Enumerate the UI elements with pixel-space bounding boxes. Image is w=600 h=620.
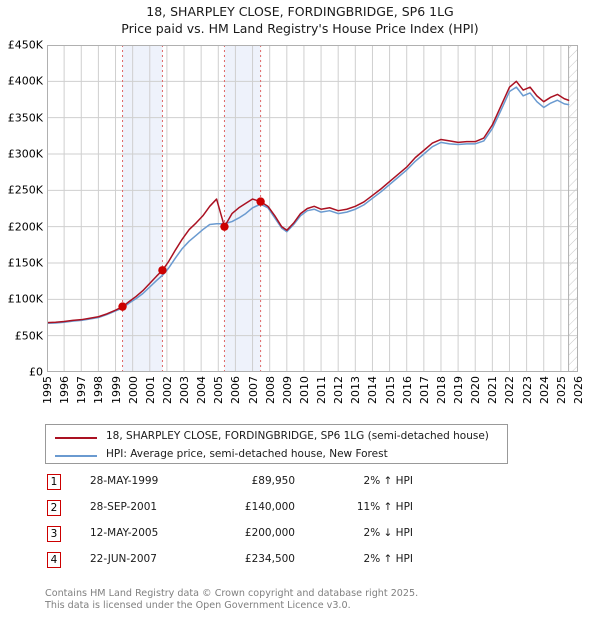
chart-series-lines — [47, 80, 570, 325]
transaction-hpi-delta: 2% ↓ HPI — [363, 527, 413, 539]
x-axis-tick-label: 1997 — [75, 376, 89, 404]
y-axis-tick-label: £450K — [7, 38, 43, 52]
transactions-table: 1 28-MAY-1999 £89,950 2% ↑ HPI 2 28-SEP-… — [45, 472, 465, 576]
transaction-index-badge: 4 — [47, 552, 61, 568]
chart-plot-area — [47, 45, 578, 372]
x-axis-tick-label: 2010 — [297, 376, 311, 404]
x-axis-tick-label: 2017 — [417, 376, 431, 404]
x-axis-tick-label: 2019 — [452, 376, 466, 404]
transaction-period-bands — [122, 45, 261, 372]
x-axis-tick-label: 2014 — [366, 376, 380, 404]
x-axis-tick-label: 2024 — [537, 376, 551, 404]
x-axis-tick-label: 2008 — [263, 376, 277, 404]
y-axis-tick-label: £50K — [14, 329, 43, 343]
legend-row-property: 18, SHARPLEY CLOSE, FORDINGBRIDGE, SP6 1… — [46, 427, 507, 447]
x-axis-tick-label: 2026 — [572, 376, 585, 404]
transaction-hpi-delta: 2% ↑ HPI — [363, 475, 413, 487]
transaction-date: 28-SEP-2001 — [90, 501, 158, 513]
footer-line-2: This data is licensed under the Open Gov… — [45, 599, 351, 611]
x-axis-tick-label: 2004 — [195, 376, 209, 404]
y-axis-tick-label: £350K — [7, 111, 43, 125]
copyright-footer: Contains HM Land Registry data © Crown c… — [45, 588, 565, 611]
title-subtitle: Price paid vs. HM Land Registry's House … — [121, 21, 479, 36]
table-row: 1 28-MAY-1999 £89,950 2% ↑ HPI — [45, 472, 465, 498]
x-axis-tick-label: 2018 — [434, 376, 448, 404]
price-history-chart — [47, 45, 578, 372]
x-axis-tick-label: 2006 — [229, 376, 243, 404]
x-axis-tick-label: 2005 — [212, 376, 226, 404]
legend-label-hpi: HPI: Average price, semi-detached house,… — [106, 448, 388, 460]
y-axis-tick-label: £400K — [7, 74, 43, 88]
no-data-hatch-region — [568, 45, 578, 372]
transaction-index-badge: 1 — [47, 474, 61, 490]
x-axis-tick-label: 2003 — [178, 376, 192, 404]
transaction-index-badge: 3 — [47, 526, 61, 542]
table-row: 4 22-JUN-2007 £234,500 2% ↑ HPI — [45, 550, 465, 576]
x-axis-tick-label: 1996 — [58, 376, 72, 404]
transaction-hpi-delta: 11% ↑ HPI — [356, 501, 413, 513]
legend-row-hpi: HPI: Average price, semi-detached house,… — [46, 445, 507, 465]
x-axis-tick-label: 1999 — [109, 376, 123, 404]
transaction-price: £234,500 — [244, 553, 295, 565]
x-axis-tick-label: 2012 — [332, 376, 346, 404]
x-axis-tick-label: 2020 — [469, 376, 483, 404]
x-axis-tick-label: 2015 — [383, 376, 397, 404]
legend-swatch-hpi — [55, 455, 97, 457]
title-address: 18, SHARPLEY CLOSE, FORDINGBRIDGE, SP6 1… — [146, 4, 454, 19]
y-axis-tick-label: £0 — [29, 365, 43, 379]
x-axis-tick-label: 2007 — [246, 376, 260, 404]
y-axis-tick-label: £250K — [7, 183, 43, 197]
x-axis-tick-label: 2002 — [160, 376, 174, 404]
transaction-date: 12-MAY-2005 — [90, 527, 159, 539]
y-axis-tick-label: £300K — [7, 147, 43, 161]
transaction-price: £89,950 — [251, 475, 295, 487]
y-axis-tick-label: £200K — [7, 220, 43, 234]
y-axis-tick-label: £150K — [7, 256, 43, 270]
transaction-index-badge: 2 — [47, 500, 61, 516]
x-axis-tick-label: 2000 — [126, 376, 140, 404]
transaction-date: 22-JUN-2007 — [90, 553, 157, 565]
x-axis-tick-label: 2016 — [400, 376, 414, 404]
x-axis-tick-label: 2013 — [349, 376, 363, 404]
transaction-price: £140,000 — [244, 501, 295, 513]
x-axis-tick-label: 2011 — [315, 376, 329, 404]
x-axis-tick-label: 2021 — [486, 376, 500, 404]
y-axis-tick-label: £100K — [7, 292, 43, 306]
legend-label-property: 18, SHARPLEY CLOSE, FORDINGBRIDGE, SP6 1… — [106, 430, 489, 442]
legend-swatch-property — [55, 437, 97, 439]
x-axis-tick-label: 2009 — [280, 376, 294, 404]
transaction-price: £200,000 — [244, 527, 295, 539]
footer-line-1: Contains HM Land Registry data © Crown c… — [45, 588, 419, 599]
transaction-hpi-delta: 2% ↑ HPI — [363, 553, 413, 565]
x-axis-tick-label: 1995 — [41, 376, 54, 404]
chart-legend: 18, SHARPLEY CLOSE, FORDINGBRIDGE, SP6 1… — [45, 424, 508, 464]
transaction-marker-dots — [118, 197, 265, 311]
x-axis-tick-label: 1998 — [92, 376, 106, 404]
x-axis-tick-label: 2023 — [520, 376, 534, 404]
x-axis-tick-label: 2025 — [554, 376, 568, 404]
table-row: 3 12-MAY-2005 £200,000 2% ↓ HPI — [45, 524, 465, 550]
x-axis-tick-label: 2001 — [143, 376, 157, 404]
transaction-date: 28-MAY-1999 — [90, 475, 159, 487]
x-axis-tick-label: 2022 — [503, 376, 517, 404]
page-title: 18, SHARPLEY CLOSE, FORDINGBRIDGE, SP6 1… — [0, 4, 600, 37]
table-row: 2 28-SEP-2001 £140,000 11% ↑ HPI — [45, 498, 465, 524]
